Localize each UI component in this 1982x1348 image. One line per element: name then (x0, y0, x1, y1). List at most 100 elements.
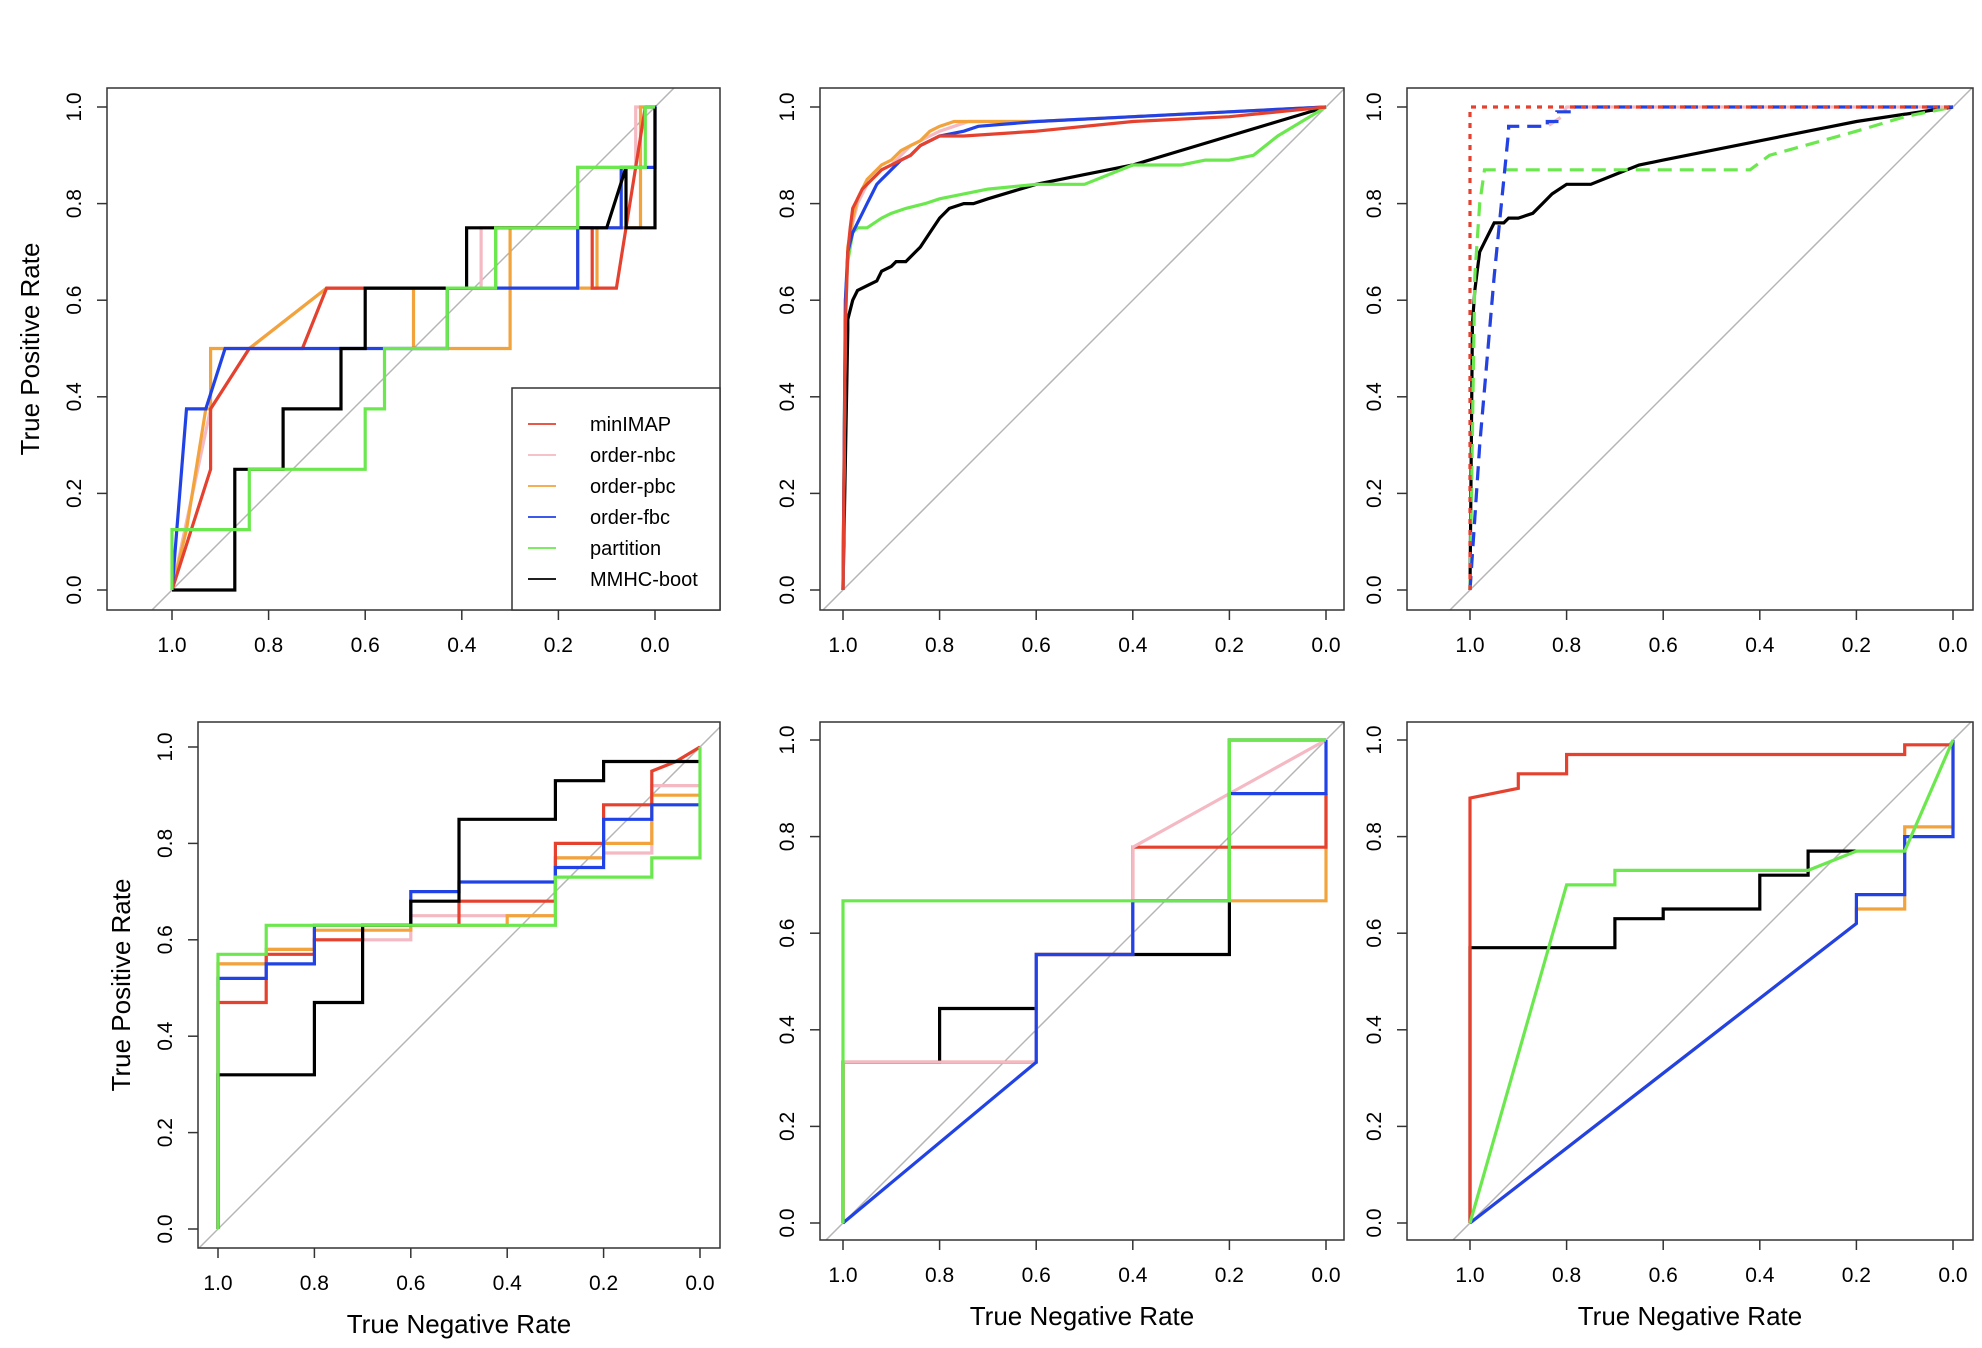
legend-label: order-nbc (590, 445, 676, 467)
x-axis-label: True Negative Rate (347, 1309, 571, 1339)
y-tick-label: 1.0 (154, 732, 177, 761)
x-tick-label: 0.2 (1215, 1264, 1244, 1287)
x-tick-label: 0.8 (1552, 1264, 1581, 1287)
y-tick-label: 0.2 (776, 1112, 799, 1141)
y-tick-label: 0.0 (776, 1208, 799, 1237)
x-tick-label: 0.2 (1215, 634, 1244, 657)
legend: minIMAP order-nbc order-pbc order-fbc partit… (511, 387, 721, 611)
x-tick-label: 0.2 (589, 1272, 618, 1295)
x-tick-label: 1.0 (1455, 1264, 1484, 1287)
y-tick-label: 0.8 (1363, 189, 1386, 218)
x-tick-label: 1.0 (1455, 634, 1484, 657)
y-tick-label: 0.6 (63, 286, 86, 315)
x-tick-label: 0.2 (1842, 634, 1871, 657)
x-tick-label: 0.4 (1118, 634, 1148, 657)
series-minimap-line (1468, 743, 1953, 1223)
x-tick-label: 1.0 (828, 634, 857, 657)
roc-panel-6: 1.0 0.8 0.6 0.4 0.2 0.0 0.0 0.2 0.4 0.6 0.8 1.0 True… (1363, 721, 1974, 1331)
x-tick-label: 0.8 (1552, 634, 1581, 657)
y-tick-label: 1.0 (1363, 92, 1386, 121)
x-tick-label: 0.6 (351, 634, 380, 657)
diagonal-reference-line (1451, 722, 1973, 1240)
series-minimap-line (841, 105, 1327, 591)
x-tick-label: 0.2 (544, 634, 573, 657)
y-tick-label: 0.8 (1363, 822, 1386, 851)
y-tick-label: 1.0 (1363, 725, 1386, 754)
y-tick-label: 0.0 (63, 575, 86, 604)
y-tick-label: 0.6 (154, 925, 177, 954)
y-axis-label: True Positive Rate (106, 879, 136, 1092)
plot-frame (197, 721, 721, 1249)
y-tick-label: 0.6 (1363, 286, 1386, 315)
x-tick-label: 0.8 (925, 634, 954, 657)
y-tick-label: 0.0 (154, 1214, 177, 1243)
diagonal-reference-line (198, 726, 720, 1248)
x-tick-label: 0.6 (1649, 634, 1678, 657)
x-axis-label: True Negative Rate (970, 1301, 1194, 1331)
y-tick-label: 0.6 (776, 919, 799, 948)
legend-label: MMHC-boot (590, 569, 698, 591)
roc-panel-4: 1.0 0.8 0.6 0.4 0.2 0.0 0.0 0.2 0.4 0.6 0.8 1.0 True… (106, 721, 721, 1339)
y-tick-label: 0.2 (63, 479, 86, 508)
y-tick-label: 0.8 (776, 189, 799, 218)
y-tick-label: 0.2 (154, 1118, 177, 1147)
series-order-pbc-line (841, 105, 1327, 591)
x-tick-label: 0.0 (640, 634, 669, 657)
series-order-fbc-line (1469, 740, 1955, 1225)
plot-frame (1406, 721, 1974, 1241)
series-mmhc-boot-line (216, 759, 700, 1229)
x-tick-label: 1.0 (157, 634, 186, 657)
y-tick-label: 0.0 (1363, 575, 1386, 604)
y-tick-label: 0.6 (1363, 919, 1386, 948)
diagonal-reference-line (824, 722, 1344, 1240)
x-tick-label: 0.6 (1649, 1264, 1678, 1287)
series-order-pbc-line (841, 793, 1328, 1223)
series-partition-line (1468, 105, 1954, 591)
x-tick-label: 1.0 (828, 1264, 857, 1287)
x-tick-label: 0.8 (300, 1272, 329, 1295)
y-tick-label: 1.0 (776, 725, 799, 754)
x-tick-label: 0.4 (1745, 634, 1775, 657)
series-minimap-line (841, 793, 1328, 1223)
y-tick-label: 0.4 (154, 1021, 177, 1051)
series-partition-line (841, 738, 1326, 1223)
y-tick-label: 1.0 (776, 92, 799, 121)
series-order-fbc-line (170, 105, 657, 591)
x-tick-label: 0.0 (1938, 1264, 1967, 1287)
legend-label: minIMAP (590, 414, 671, 436)
x-axis-label: True Negative Rate (1578, 1301, 1802, 1331)
y-tick-label: 0.4 (1363, 1015, 1386, 1045)
y-tick-label: 0.0 (776, 575, 799, 604)
roc-panel-2: 1.0 0.8 0.6 0.4 0.2 0.0 0.0 0.2 0.4 0.6 0.8 1.0 (776, 87, 1345, 657)
x-tick-label: 0.6 (1022, 1264, 1051, 1287)
x-tick-label: 0.0 (1938, 634, 1967, 657)
y-tick-label: 0.2 (1363, 479, 1386, 508)
x-tick-label: 0.8 (925, 1264, 954, 1287)
roc-panel-3: 1.0 0.8 0.6 0.4 0.2 0.0 0.0 0.2 0.4 0.6 0.8 1.0 (1363, 87, 1974, 657)
y-axis-label: True Positive Rate (15, 243, 45, 456)
legend-label: order-pbc (590, 476, 676, 498)
plot-frame (106, 87, 721, 611)
y-tick-label: 0.6 (776, 286, 799, 315)
y-tick-label: 0.4 (63, 382, 86, 412)
y-tick-label: 0.8 (63, 189, 86, 218)
x-tick-label: 0.4 (1118, 1264, 1148, 1287)
series-order-fbc-line (1468, 105, 1953, 591)
series-partition-line (170, 105, 655, 590)
x-tick-label: 0.4 (1745, 1264, 1775, 1287)
plot-frame (1406, 87, 1974, 611)
series-order-fbc-line (841, 105, 1327, 591)
x-tick-label: 0.0 (685, 1272, 714, 1295)
x-tick-label: 0.0 (1311, 1264, 1340, 1287)
x-tick-label: 0.4 (493, 1272, 523, 1295)
x-tick-label: 0.6 (1022, 634, 1051, 657)
x-tick-label: 0.8 (254, 634, 283, 657)
roc-panel-5: 1.0 0.8 0.6 0.4 0.2 0.0 0.0 0.2 0.4 0.6 0.8 1.0 True… (776, 721, 1345, 1331)
y-tick-label: 0.4 (776, 382, 799, 412)
x-tick-label: 0.0 (1311, 634, 1340, 657)
y-tick-label: 0.4 (1363, 382, 1386, 412)
x-tick-label: 0.2 (1842, 1264, 1871, 1287)
y-tick-label: 0.8 (776, 822, 799, 851)
y-tick-label: 0.2 (1363, 1112, 1386, 1141)
